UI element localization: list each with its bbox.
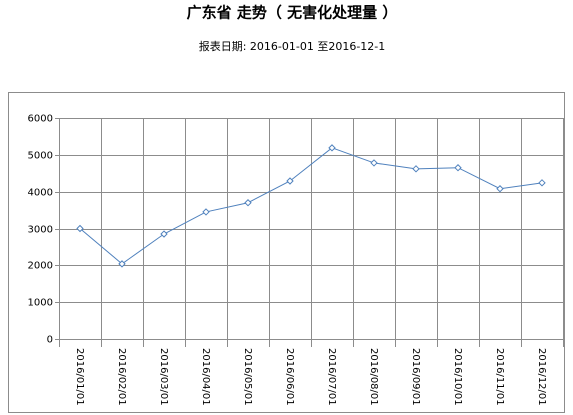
- data-point: [244, 199, 252, 207]
- data-point: [538, 179, 546, 187]
- data-point: [118, 260, 126, 268]
- y-tick-label: 3000: [28, 225, 53, 236]
- x-tick-label: 2016/12/01: [536, 348, 547, 406]
- chart-frame: [8, 92, 565, 413]
- data-point: [370, 159, 378, 167]
- x-tick-label: 2016/08/01: [368, 348, 379, 406]
- x-tick-label: 2016/09/01: [410, 348, 421, 406]
- y-tick-label: 6000: [28, 114, 53, 125]
- y-tick-label: 2000: [28, 261, 53, 272]
- x-tick-label: 2016/11/01: [494, 348, 505, 406]
- data-point: [286, 177, 294, 185]
- x-tick-label: 2016/06/01: [284, 348, 295, 406]
- x-tick-label: 2016/02/01: [116, 348, 127, 406]
- x-tick-label: 2016/07/01: [326, 348, 337, 406]
- y-tick-label: 4000: [28, 188, 53, 199]
- x-tick-label: 2016/05/01: [242, 348, 253, 406]
- series-line: [79, 147, 543, 265]
- data-point: [454, 164, 462, 172]
- data-point: [328, 144, 336, 152]
- data-point: [412, 165, 420, 173]
- x-tick-label: 2016/03/01: [158, 348, 169, 406]
- y-tick-label: 1000: [28, 298, 53, 309]
- x-tick-label: 2016/10/01: [452, 348, 463, 406]
- y-tick-label: 0: [47, 335, 53, 346]
- x-tick-label: 2016/04/01: [200, 348, 211, 406]
- chart-title: 广东省 走势（ 无害化处理量 ）: [187, 4, 398, 22]
- data-point: [202, 208, 210, 216]
- chart-subtitle: 报表日期: 2016-01-01 至2016-12-1: [199, 39, 386, 53]
- y-tick-label: 5000: [28, 151, 53, 162]
- x-tick-label: 2016/01/01: [74, 348, 85, 406]
- data-point: [496, 185, 504, 193]
- data-point: [76, 224, 84, 233]
- data-point: [160, 230, 168, 238]
